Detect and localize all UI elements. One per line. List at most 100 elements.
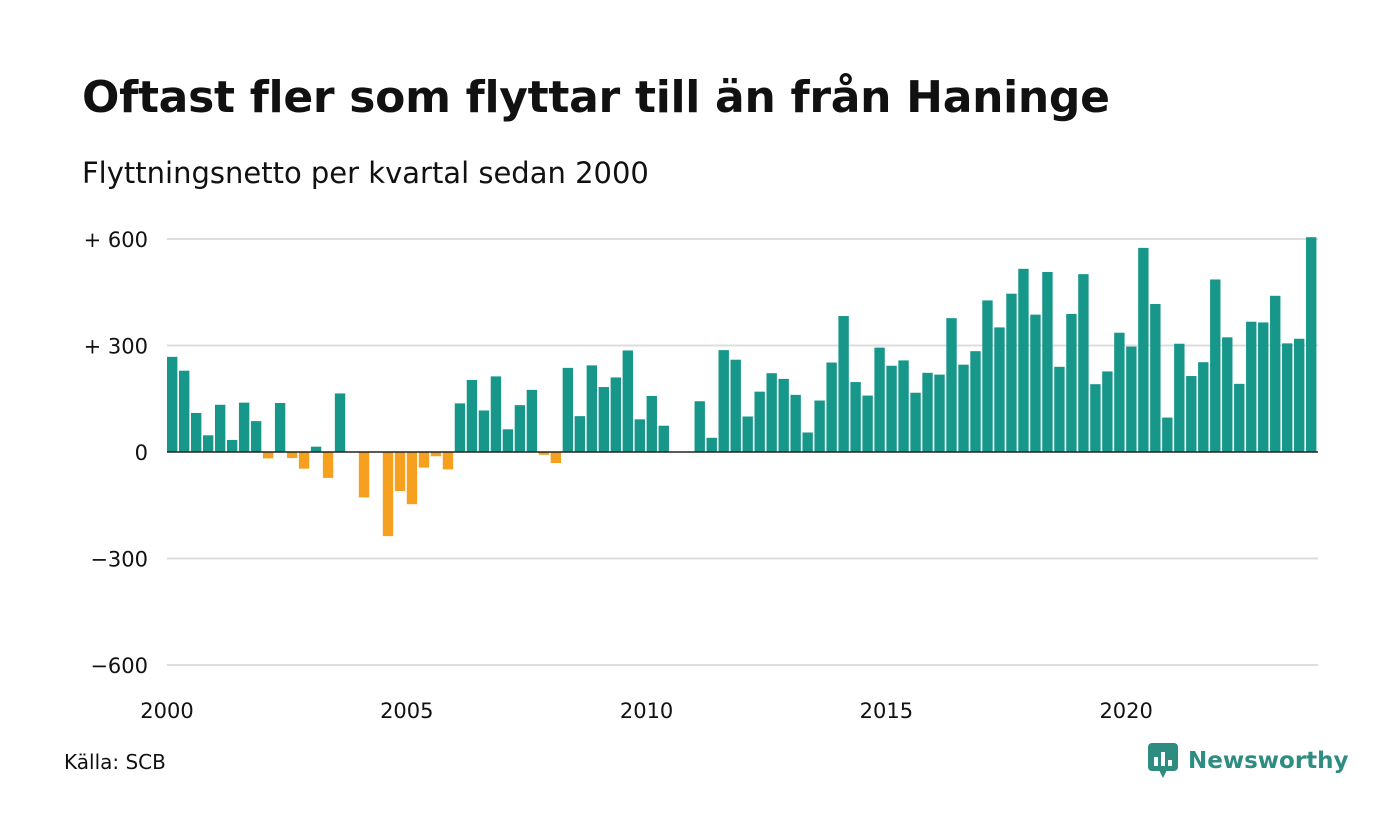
bar [1234,383,1245,452]
y-tick-label: 0 [135,441,148,465]
bar [814,400,825,452]
bar [826,362,837,452]
grid-lines [167,238,1318,666]
brand-name: Newsworthy [1188,748,1349,774]
x-tick-label: 2010 [620,699,673,723]
y-tick-label: + 600 [84,228,148,252]
bar [970,351,981,452]
bar [1210,279,1221,452]
bar [1006,293,1017,452]
newsworthy-logo-icon [1148,743,1178,778]
bar [442,452,454,470]
bar [1066,313,1077,452]
bar [394,452,406,492]
bar [514,405,526,452]
bar [586,365,598,452]
bar [490,376,502,452]
bar [1306,237,1317,452]
bar [706,437,717,452]
bar [994,327,1005,452]
bar [406,452,418,505]
source-label: Källa: SCB [64,750,166,774]
bar [322,452,334,478]
bar [298,452,310,469]
bar [167,356,178,452]
bar [886,365,897,452]
bar [1198,362,1209,452]
bar [274,403,286,452]
bar [1270,295,1281,452]
x-tick-label: 2020 [1099,699,1152,723]
bar [1090,384,1101,452]
bar [286,452,298,459]
bar [454,403,466,452]
bar [634,419,645,452]
bar [178,370,190,452]
bar [934,374,945,452]
bar [1258,322,1269,452]
y-tick-label: −600 [90,654,148,678]
bar [778,378,789,452]
bar [1246,321,1257,452]
bar [694,401,705,452]
bar [610,377,621,452]
bar [982,300,993,452]
bar [1222,337,1233,452]
bar [562,367,574,452]
bar [1138,247,1149,453]
bar [430,452,442,457]
bar [1126,346,1137,452]
bar [1054,366,1065,452]
bar [838,316,849,452]
bar [658,425,669,452]
bar [1102,371,1113,452]
bar [1030,314,1041,452]
bar [1042,272,1053,452]
y-tick-label: + 300 [84,335,148,359]
bar [1186,376,1197,452]
bar [718,350,729,452]
bar [850,382,861,452]
bar [238,402,250,452]
bar [310,446,322,452]
bar [574,416,586,452]
bar [790,394,801,452]
bar [478,410,490,452]
bar [1282,343,1293,452]
bar [190,412,202,452]
bar [538,452,550,455]
x-tick-label: 2015 [860,699,913,723]
chart-title: Oftast fler som flyttar till än från Han… [82,72,1110,123]
bar [1018,268,1029,452]
bar [250,421,262,452]
newsworthy-logo: Newsworthy [1148,743,1349,779]
bar [382,452,394,537]
bar [910,392,921,452]
bar [214,404,226,452]
bar [1174,343,1185,452]
y-tick-label: −300 [90,548,148,572]
bar [946,318,957,452]
bar [502,429,514,452]
x-tick-label: 2005 [380,699,433,723]
bar [862,395,873,452]
bar [1078,274,1089,452]
bar [622,350,633,452]
bar [202,435,214,452]
bar [1294,338,1305,452]
bar-chart: + 600 + 300 0 −300 −600 2000 2005 2010 2015 2020 [84,228,1318,723]
bar [1114,332,1125,452]
bar [874,347,885,452]
bar [1162,417,1173,452]
axes: + 600 + 300 0 −300 −600 2000 2005 2010 2015 2020 [84,228,1318,723]
bar [802,432,813,452]
bar [358,452,370,498]
bars [167,237,1317,537]
bar [898,360,909,452]
bar [730,359,741,452]
bar [466,379,478,452]
x-tick-label: 2000 [140,699,193,723]
bar [646,395,657,452]
bar [418,452,430,468]
bar [1150,303,1161,452]
